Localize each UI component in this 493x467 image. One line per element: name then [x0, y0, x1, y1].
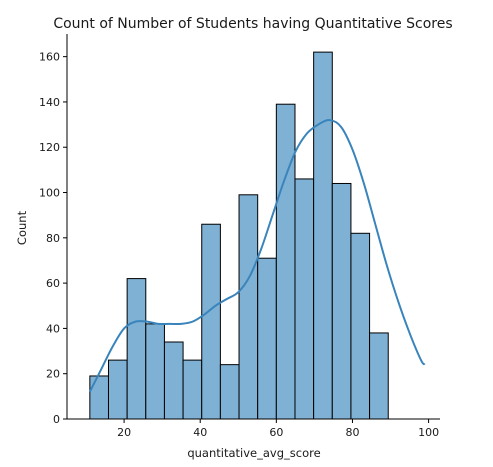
y-tick-label: 120	[39, 141, 60, 154]
histogram-bars	[89, 51, 389, 420]
x-tick-label: 60	[269, 426, 283, 439]
histogram-bar-0	[89, 375, 109, 420]
histogram-bar-14	[350, 232, 371, 420]
histogram-bar-6	[201, 223, 221, 420]
y-tick-label: 140	[39, 96, 60, 109]
x-tick-label: 80	[345, 426, 359, 439]
y-tick-label: 160	[39, 51, 60, 64]
y-tick-label: 100	[39, 187, 60, 200]
y-tick-label: 80	[46, 232, 60, 245]
histogram-bar-11	[294, 178, 315, 420]
x-tick-label: 20	[117, 426, 131, 439]
y-tick-label: 20	[46, 368, 60, 381]
histogram-bar-4	[163, 341, 184, 420]
histogram-bar-2	[126, 278, 147, 420]
histogram-bar-12	[313, 51, 333, 420]
x-axis-ticks: 20 40 60 80 100	[117, 419, 439, 439]
chart-title: Count of Number of Students having Quant…	[53, 16, 452, 32]
histogram-bar-9	[257, 257, 277, 420]
histogram-bar-3	[145, 323, 165, 420]
x-tick-label: 100	[418, 426, 439, 439]
histogram-bar-13	[331, 182, 352, 420]
y-tick-label: 60	[46, 277, 60, 290]
y-tick-label: 0	[53, 413, 60, 426]
histogram-bar-10	[275, 103, 296, 420]
histogram-bar-15	[369, 332, 389, 420]
x-tick-label: 40	[193, 426, 207, 439]
y-axis-label: Count	[15, 210, 29, 245]
histogram-bar-8	[238, 194, 259, 420]
kde-curve	[88, 119, 426, 393]
y-tick-label: 40	[46, 322, 60, 335]
x-axis-label: quantitative_avg_score	[187, 446, 320, 460]
histogram-bar-7	[219, 364, 240, 420]
histogram-bar-5	[182, 359, 203, 420]
y-axis-ticks: 0 20 40 60 80 100 120 140 160	[39, 51, 67, 426]
histogram-bar-1	[107, 359, 128, 420]
